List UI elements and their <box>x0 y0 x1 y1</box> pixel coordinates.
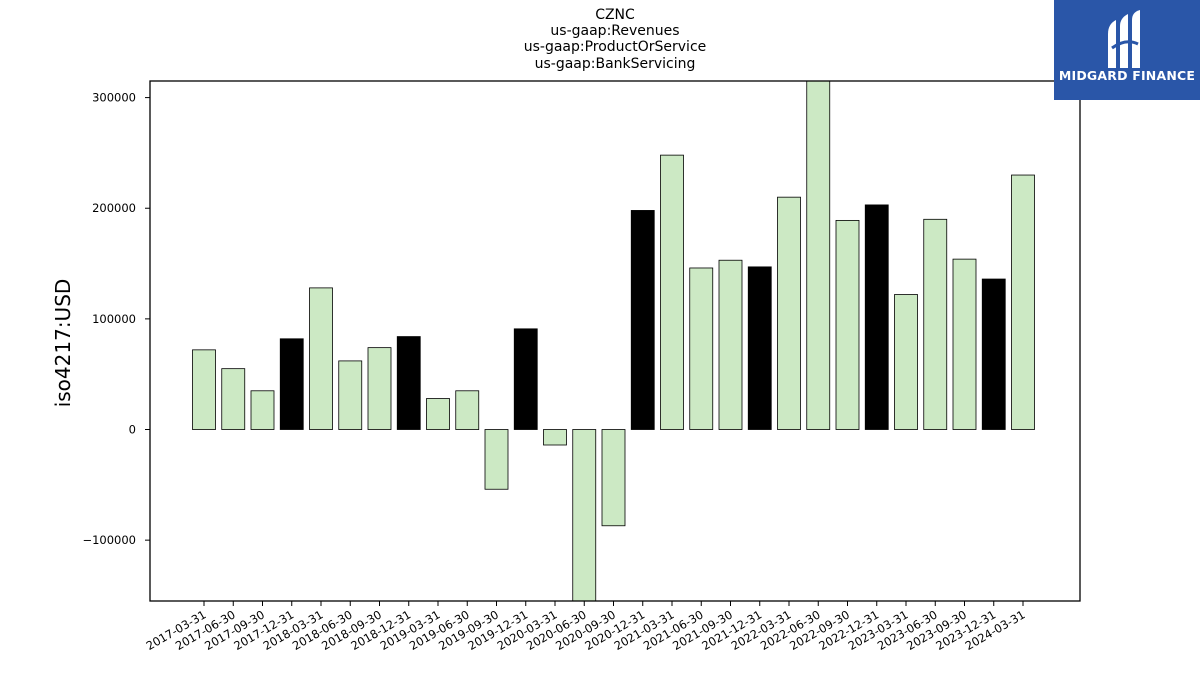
bar <box>864 204 889 430</box>
bar <box>689 267 714 430</box>
bar <box>835 219 860 430</box>
y-tick-label: 200000 <box>92 201 136 215</box>
bar <box>338 360 363 430</box>
logo-mark-icon <box>1108 10 1140 68</box>
y-tick-label: 300000 <box>92 91 136 105</box>
bar <box>513 328 538 430</box>
chart-title-line-4: us-gaap:BankServicing <box>534 56 696 72</box>
bar <box>1011 174 1035 430</box>
bar <box>747 266 772 430</box>
bar <box>981 278 1006 430</box>
bar <box>221 368 246 430</box>
bar <box>396 336 421 430</box>
bar <box>543 429 567 446</box>
logo-text: MIDGARD FINANCE <box>1058 68 1196 83</box>
bar <box>660 154 684 430</box>
bar <box>572 429 597 602</box>
bar <box>630 210 655 430</box>
plot-frame <box>149 80 1081 602</box>
bar <box>777 196 801 430</box>
bar <box>718 259 743 430</box>
bar <box>455 390 480 430</box>
bar <box>484 429 509 490</box>
bar <box>894 294 918 430</box>
midgard-finance-logo: MIDGARD FINANCE <box>1054 0 1200 100</box>
bar <box>952 258 977 430</box>
chart-title-line-3: us-gaap:ProductOrService <box>523 39 707 55</box>
bar <box>250 390 275 430</box>
bar <box>923 218 948 430</box>
chart-title-line-2: us-gaap:Revenues <box>550 23 680 39</box>
y-tick-label: 0 <box>129 423 136 437</box>
bars-group <box>192 80 1035 602</box>
bar <box>367 347 392 430</box>
bar <box>601 429 626 527</box>
bar <box>279 338 304 430</box>
x-axis: 2017-03-312017-06-302017-09-302017-12-31… <box>144 601 1028 653</box>
bar <box>309 287 333 430</box>
bar <box>806 80 831 430</box>
y-axis-label: iso4217:USD <box>51 279 75 408</box>
chart-title-line-1: CZNC <box>595 7 635 23</box>
y-axis: −100000 0 100000 200000 300000 <box>82 91 150 547</box>
bar <box>192 349 216 430</box>
y-tick-label: −100000 <box>82 533 136 547</box>
bar <box>426 398 450 430</box>
y-tick-label: 100000 <box>92 312 136 326</box>
